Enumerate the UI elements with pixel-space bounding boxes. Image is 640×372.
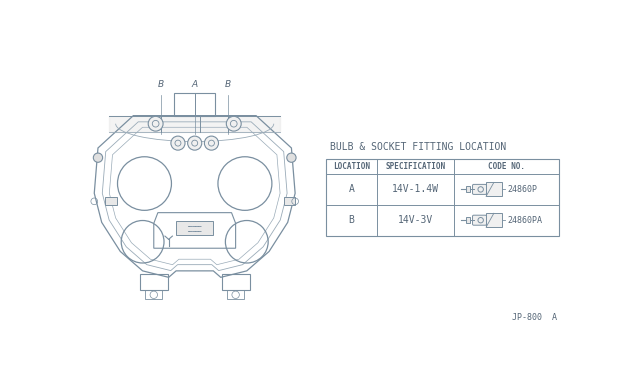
Circle shape: [478, 218, 483, 223]
FancyBboxPatch shape: [472, 185, 486, 195]
Text: ━━━━━: ━━━━━: [188, 228, 202, 233]
Bar: [176, 221, 213, 235]
Bar: [486, 213, 502, 227]
Circle shape: [93, 153, 102, 162]
FancyBboxPatch shape: [472, 215, 486, 225]
Text: B: B: [349, 215, 355, 225]
Text: B: B: [158, 80, 164, 89]
Circle shape: [148, 116, 163, 131]
Text: 14V-3V: 14V-3V: [398, 215, 433, 225]
Circle shape: [204, 136, 218, 150]
Bar: [326, 158, 559, 235]
Bar: [145, 290, 162, 299]
Text: LOCATION: LOCATION: [333, 162, 370, 171]
Circle shape: [227, 116, 241, 131]
Text: ━━━━━: ━━━━━: [188, 223, 202, 228]
Bar: [284, 197, 295, 205]
Text: SPECIFICATION: SPECIFICATION: [385, 162, 445, 171]
Text: JP-800  A: JP-800 A: [513, 313, 557, 322]
Bar: [140, 274, 168, 290]
Text: B: B: [225, 80, 231, 89]
Text: 24860PA: 24860PA: [507, 216, 542, 225]
Text: BULB & SOCKET FITTING LOCATION: BULB & SOCKET FITTING LOCATION: [330, 142, 507, 153]
Text: 14V-1.4W: 14V-1.4W: [392, 185, 439, 195]
Circle shape: [188, 136, 202, 150]
Bar: [221, 274, 250, 290]
Text: A: A: [349, 185, 355, 195]
Bar: [174, 93, 215, 116]
Circle shape: [478, 187, 483, 192]
Bar: [486, 183, 502, 196]
Bar: [466, 217, 470, 223]
Text: CODE NO.: CODE NO.: [488, 162, 525, 171]
Circle shape: [171, 136, 185, 150]
Bar: [466, 186, 470, 192]
Bar: [227, 290, 244, 299]
Bar: [106, 197, 116, 205]
Text: A: A: [191, 80, 198, 89]
Circle shape: [287, 153, 296, 162]
Text: 24860P: 24860P: [507, 185, 537, 194]
